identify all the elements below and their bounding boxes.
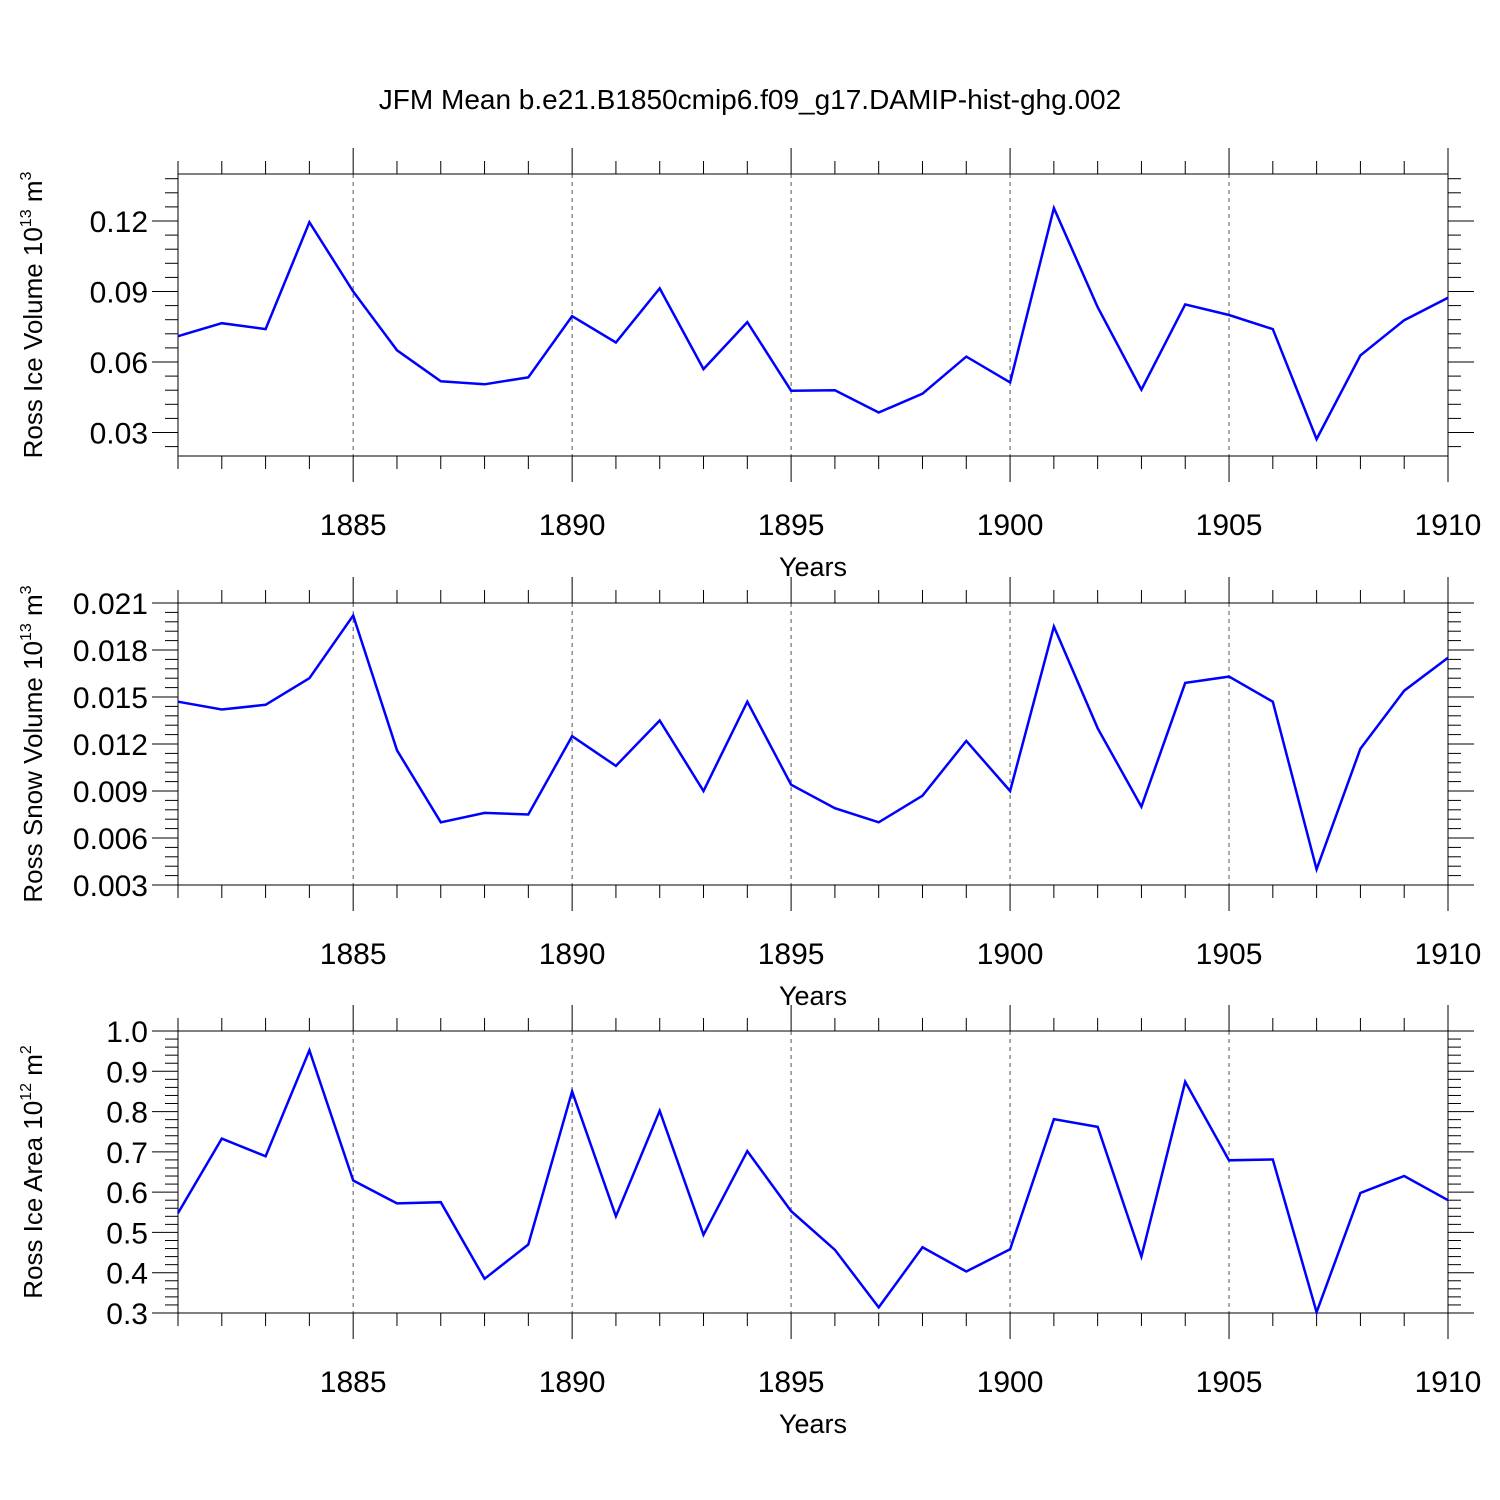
panel-snow-volume: 0.003 0.006 0.009 0.012 0.015 0.018 0.021 1885 1… xyxy=(18,577,1481,1011)
y-tick-label: 0.4 xyxy=(106,1258,148,1291)
y-axis-label: Ross Ice Volume 1013 m3 xyxy=(18,171,48,458)
y-axis-label: Ross Ice Area 1012 m2 xyxy=(18,1045,48,1299)
x-tick-label: 1890 xyxy=(539,509,606,542)
x-tick-label: 1910 xyxy=(1415,938,1482,971)
series-line xyxy=(177,612,1449,874)
y-tick-label: 0.015 xyxy=(73,682,148,715)
panel-ice-volume: 0.03 0.06 0.09 0.12 1885 1890 1895 1900 1905 1910… xyxy=(18,148,1481,582)
x-tick-label: 1895 xyxy=(758,509,825,542)
panel-ice-area: 0.3 0.4 0.5 0.6 0.7 0.8 0.9 1.0 1885 1890 1895 1900… xyxy=(18,1005,1481,1439)
x-tick-label: 1885 xyxy=(320,509,387,542)
y-tick-label: 0.009 xyxy=(73,776,148,809)
y-tick-label: 0.6 xyxy=(106,1177,148,1210)
y-tick-label: 0.8 xyxy=(106,1097,148,1130)
x-tick-label: 1900 xyxy=(977,1366,1044,1399)
y-tick-label: 0.9 xyxy=(106,1056,148,1089)
y-tick-label: 0.021 xyxy=(73,588,148,621)
page-title: JFM Mean b.e21.B1850cmip6.f09_g17.DAMIP-… xyxy=(378,84,1122,115)
x-tick-label: 1895 xyxy=(758,938,825,971)
x-tick-label: 1905 xyxy=(1196,509,1263,542)
y-tick-label: 0.3 xyxy=(106,1298,148,1331)
x-axis-label: Years xyxy=(779,552,847,582)
x-tick-label: 1900 xyxy=(977,509,1044,542)
x-tick-label: 1890 xyxy=(539,1366,606,1399)
x-tick-label: 1890 xyxy=(539,938,606,971)
x-tick-label: 1900 xyxy=(977,938,1044,971)
series-line xyxy=(177,204,1449,443)
y-tick-label: 0.12 xyxy=(90,206,148,239)
x-axis-label: Years xyxy=(779,1409,847,1439)
plot-frame xyxy=(177,173,1449,457)
x-tick-label: 1905 xyxy=(1196,938,1263,971)
y-tick-label: 0.5 xyxy=(106,1217,148,1250)
x-tick-label: 1910 xyxy=(1415,509,1482,542)
series-line xyxy=(176,1046,1449,1317)
x-tick-label: 1895 xyxy=(758,1366,825,1399)
y-tick-label: 0.018 xyxy=(73,635,148,668)
x-tick-label: 1905 xyxy=(1196,1366,1263,1399)
x-tick-label: 1885 xyxy=(320,1366,387,1399)
x-tick-label: 1885 xyxy=(320,938,387,971)
y-tick-label: 0.012 xyxy=(73,729,148,762)
x-tick-label: 1910 xyxy=(1415,1366,1482,1399)
y-tick-label: 0.006 xyxy=(73,823,148,856)
y-tick-label: 0.09 xyxy=(90,277,148,310)
plot-frame xyxy=(177,1030,1449,1314)
plot-frame xyxy=(177,602,1449,886)
y-tick-label: 0.06 xyxy=(90,347,148,380)
x-axis-label: Years xyxy=(779,981,847,1011)
y-tick-label: 1.0 xyxy=(106,1016,148,1049)
y-tick-label: 0.003 xyxy=(73,870,148,903)
y-tick-label: 0.7 xyxy=(106,1137,148,1170)
y-tick-label: 0.03 xyxy=(90,418,148,451)
y-axis-label: Ross Snow Volume 1013 m3 xyxy=(18,585,48,902)
